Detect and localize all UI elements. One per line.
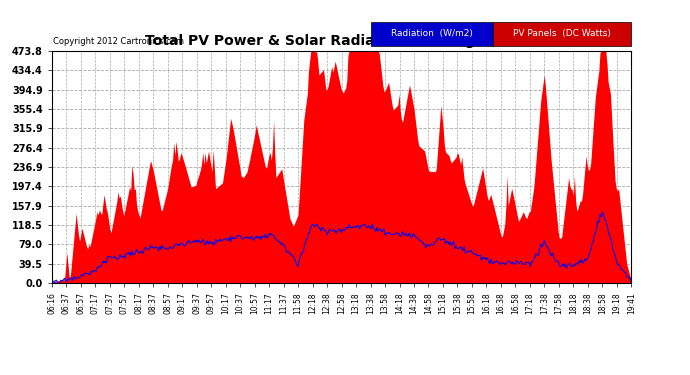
- Text: PV Panels  (DC Watts): PV Panels (DC Watts): [513, 30, 611, 39]
- Title: Total PV Power & Solar Radiation Thu Aug 9 19:45: Total PV Power & Solar Radiation Thu Aug…: [145, 34, 538, 48]
- Text: Radiation  (W/m2): Radiation (W/m2): [391, 30, 473, 39]
- Text: Copyright 2012 Cartronics.com: Copyright 2012 Cartronics.com: [53, 37, 184, 46]
